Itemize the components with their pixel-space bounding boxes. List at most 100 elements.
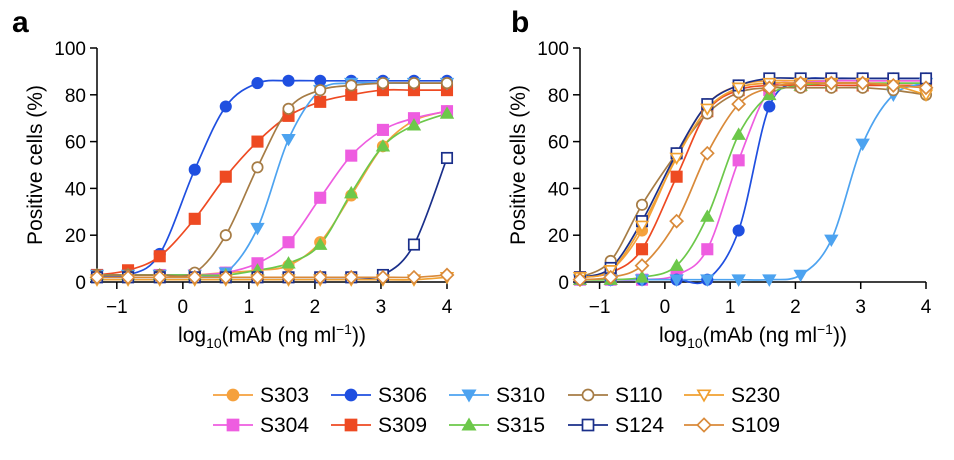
legend-item-S110: S110	[568, 384, 663, 407]
legend-label: S310	[496, 384, 545, 407]
data-point-S109	[343, 269, 359, 285]
legend-marker	[461, 389, 477, 403]
data-point-S315	[375, 139, 391, 152]
x-tick-label: 4	[442, 297, 453, 318]
data-point-S315	[634, 270, 650, 283]
data-point-S109	[603, 269, 619, 285]
data-point-S306	[188, 163, 201, 176]
panel-a: a 0 20 40 60 80 100 −1 0 1 2 3 4 Positive cells (%) l…	[12, 6, 455, 351]
data-point-S310	[793, 269, 808, 283]
x-tick-label: −1	[106, 297, 128, 318]
panel-letter-a: a	[12, 6, 29, 39]
data-point-S110	[407, 77, 421, 90]
legend-label: S230	[731, 384, 780, 407]
x-axis-title-part: log	[659, 324, 687, 347]
data-point-S310	[700, 274, 715, 287]
data-point-S310	[281, 133, 296, 147]
y-tick-label: 20	[65, 226, 86, 247]
data-point-S310	[824, 234, 839, 248]
series-line-S310	[96, 81, 447, 278]
x-axis-title-part: ))	[833, 324, 847, 347]
data-point-S315	[406, 118, 422, 131]
data-point-S109	[281, 269, 296, 285]
x-tick-label: 2	[790, 297, 801, 318]
data-point-S306	[763, 100, 776, 113]
data-point-S306	[282, 74, 295, 87]
data-point-S109	[699, 145, 715, 161]
y-tick-label: 20	[548, 226, 569, 247]
data-point-S315	[731, 127, 746, 140]
data-point-S309	[314, 95, 327, 108]
data-point-S306	[732, 224, 745, 237]
data-point-S109	[855, 75, 871, 91]
legend-label: S304	[260, 414, 309, 437]
legend-item-S306: S306	[331, 384, 427, 407]
data-point-S109	[152, 269, 168, 285]
x-axis-title-part: ))	[352, 324, 366, 347]
legend-marker	[581, 388, 595, 402]
legend: S303 S306 S310 S110 S230 S304 S309 S315 S124 S109	[213, 384, 780, 437]
legend-label: S309	[378, 414, 427, 437]
data-point-S110	[376, 77, 389, 90]
data-point-S109	[312, 269, 328, 285]
series-line-S110	[96, 82, 447, 278]
y-tick-label: 0	[558, 273, 569, 294]
data-point-S109	[250, 269, 265, 285]
data-point-S109	[120, 269, 136, 285]
data-point-S109	[793, 75, 809, 91]
data-point-S315	[700, 209, 715, 222]
x-tick-label: 3	[376, 297, 387, 318]
data-point-S110	[440, 77, 454, 90]
data-point-S109	[89, 269, 105, 285]
plot-area-b: 0 20 40 60 80 100 −1 0 1 2 3 4 Positive cells (%) log…	[507, 39, 934, 351]
data-point-S109	[823, 75, 839, 91]
data-point-S315	[344, 185, 359, 199]
data-point-S110	[635, 198, 649, 211]
x-tick-label: 4	[921, 297, 932, 318]
y-axis-title: Positive cells (%)	[507, 85, 530, 245]
data-point-S124	[407, 238, 421, 251]
legend-item-S109: S109	[684, 414, 780, 437]
data-point-S230	[731, 82, 746, 95]
x-tick-label: 2	[310, 297, 321, 318]
legend-item-S315: S315	[449, 414, 545, 437]
x-axis-title-subscript: 10	[687, 335, 703, 351]
data-point-S110	[219, 229, 232, 242]
y-tick-label: 40	[548, 179, 569, 200]
legend-marker	[696, 417, 712, 433]
data-point-S315	[313, 237, 328, 250]
legend-item-S230: S230	[684, 384, 780, 407]
data-point-S310	[250, 222, 265, 236]
data-point-S109	[761, 80, 777, 96]
x-tick-label: 3	[855, 297, 866, 318]
data-point-S309	[188, 212, 201, 225]
data-point-S304	[732, 154, 745, 167]
legend-item-S124: S124	[568, 414, 664, 437]
x-tick-label: 0	[178, 297, 189, 318]
curves	[579, 77, 927, 285]
legend-marker	[344, 418, 358, 432]
x-tick-label: 1	[244, 297, 255, 318]
legend-item-S303: S303	[213, 384, 309, 407]
data-point-S315	[439, 106, 455, 119]
data-point-S309	[251, 135, 264, 148]
legend-marker	[344, 388, 358, 402]
x-axis-title-part: log	[178, 324, 206, 347]
data-point-S304	[282, 236, 295, 249]
x-axis-title-part: (mAb (ng ml	[222, 324, 336, 347]
panel-b: b 0 20 40 60 80 100 −1 0 1 2 3 4 Positive cells (%) l…	[507, 6, 934, 351]
data-point-S110	[282, 102, 295, 115]
x-tick-label: 0	[660, 297, 671, 318]
data-point-S304	[345, 149, 358, 162]
legend-item-S310: S310	[449, 384, 545, 407]
plot-area-a: 0 20 40 60 80 100 −1 0 1 2 3 4 Positive cells (%) log…	[24, 39, 455, 351]
y-tick-label: 0	[75, 273, 86, 294]
series-line-S315	[579, 82, 926, 281]
x-tick-label: 1	[725, 297, 736, 318]
data-point-S109	[218, 269, 234, 285]
legend-item-S304: S304	[213, 414, 309, 437]
legend-label: S110	[615, 384, 663, 407]
data-point-S309	[219, 170, 232, 183]
series-line-S309	[96, 88, 447, 276]
legend-label: S306	[378, 384, 427, 407]
